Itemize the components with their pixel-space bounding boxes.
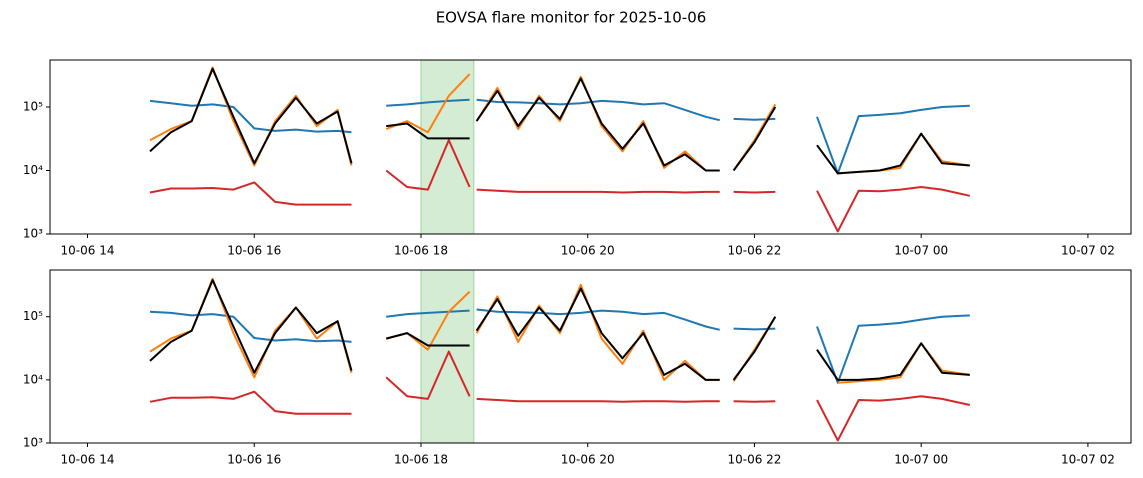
series-line <box>149 67 970 175</box>
x-tick-label: 10-06 14 <box>61 244 115 258</box>
series-line <box>149 350 971 442</box>
x-tick-label: 10-07 00 <box>894 244 948 258</box>
y-tick-label: 10⁵ <box>23 309 43 323</box>
x-tick-label: 10-07 00 <box>894 453 948 467</box>
series-line <box>149 308 970 384</box>
x-tick-label: 10-07 02 <box>1061 244 1115 258</box>
x-tick-label: 10-07 02 <box>1061 453 1115 467</box>
x-tick-label: 10-06 14 <box>61 453 115 467</box>
series-line <box>149 98 970 175</box>
series-line <box>149 277 970 384</box>
plot-area <box>149 60 971 234</box>
series-line <box>149 279 970 381</box>
axes-frame <box>49 269 1132 444</box>
y-tick-label: 10³ <box>23 436 43 450</box>
series-line <box>149 66 970 175</box>
shaded-span <box>420 60 475 234</box>
figure-title: EOVSA flare monitor for 2025-10-06 <box>436 9 707 27</box>
x-tick-label: 10-06 22 <box>727 453 781 467</box>
x-tick-label: 10-06 16 <box>227 453 281 467</box>
x-tick-label: 10-06 16 <box>227 244 281 258</box>
y-tick-label: 10⁵ <box>23 100 43 114</box>
x-tick-label: 10-06 18 <box>394 453 448 467</box>
x-tick-label: 10-06 20 <box>561 453 615 467</box>
series-line <box>149 139 971 233</box>
x-tick-label: 10-06 18 <box>394 244 448 258</box>
y-tick-label: 10³ <box>23 227 43 241</box>
y-tick-label: 10⁴ <box>23 163 43 177</box>
y-tick-label: 10⁴ <box>23 372 43 386</box>
axes-frame <box>49 59 1132 235</box>
x-tick-label: 10-06 22 <box>727 244 781 258</box>
plot-area <box>149 270 971 443</box>
x-tick-label: 10-06 20 <box>561 244 615 258</box>
